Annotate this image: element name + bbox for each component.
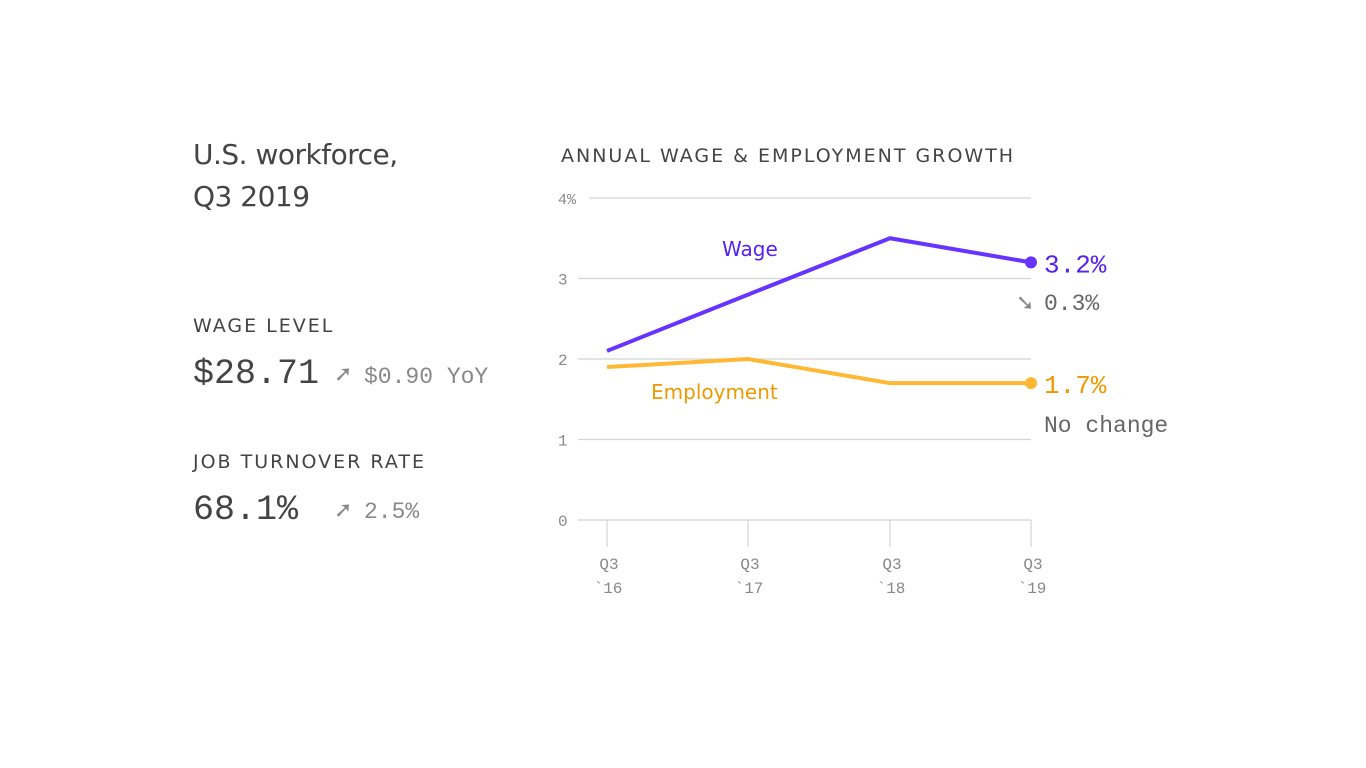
turnover-value: 68.1% <box>193 490 299 530</box>
x-tick-label: `19 <box>1018 580 1047 598</box>
end-value-label: 3.2% <box>1044 250 1107 280</box>
arrow-down-right-icon: ➘ <box>1016 291 1034 316</box>
x-tick-label: Q3 <box>882 556 901 574</box>
end-point <box>1025 377 1037 390</box>
x-tick-label: Q3 <box>599 556 618 574</box>
turnover-label: JOB TURNOVER RATE <box>193 451 426 473</box>
page-title: U.S. workforce, Q3 2019 <box>193 138 398 213</box>
x-tick-label: Q3 <box>1023 556 1042 574</box>
wage-level-value: $28.71 <box>193 354 320 394</box>
y-tick-label: 1 <box>558 433 568 451</box>
change-label: 0.3% <box>1044 291 1099 317</box>
wage-level-label: WAGE LEVEL <box>193 315 335 337</box>
x-tick-label: Q3 <box>740 556 759 574</box>
series-line-employment <box>606 356 1031 386</box>
end-value-label: 1.7% <box>1044 371 1107 401</box>
series-label: Employment <box>651 380 778 404</box>
wage-level-change: $0.90 YoY <box>364 364 489 390</box>
end-point <box>1025 256 1037 269</box>
x-tick-label: `17 <box>735 580 764 598</box>
arrow-up-right-icon: ➚ <box>334 498 353 523</box>
arrow-up-right-icon: ➚ <box>334 362 353 387</box>
turnover-change: 2.5% <box>364 499 420 525</box>
chart-title: ANNUAL WAGE & EMPLOYMENT GROWTH <box>561 145 1016 167</box>
series-label: Wage <box>722 237 778 261</box>
y-tick-label: 4% <box>558 192 577 209</box>
change-label: No change <box>1044 413 1168 439</box>
y-tick-label: 2 <box>558 352 568 370</box>
x-tick-label: `18 <box>877 580 906 598</box>
x-tick-label: `16 <box>594 580 623 598</box>
series-line-wage <box>606 236 1032 353</box>
y-tick-label: 0 <box>558 513 568 531</box>
y-tick-label: 3 <box>558 272 568 290</box>
